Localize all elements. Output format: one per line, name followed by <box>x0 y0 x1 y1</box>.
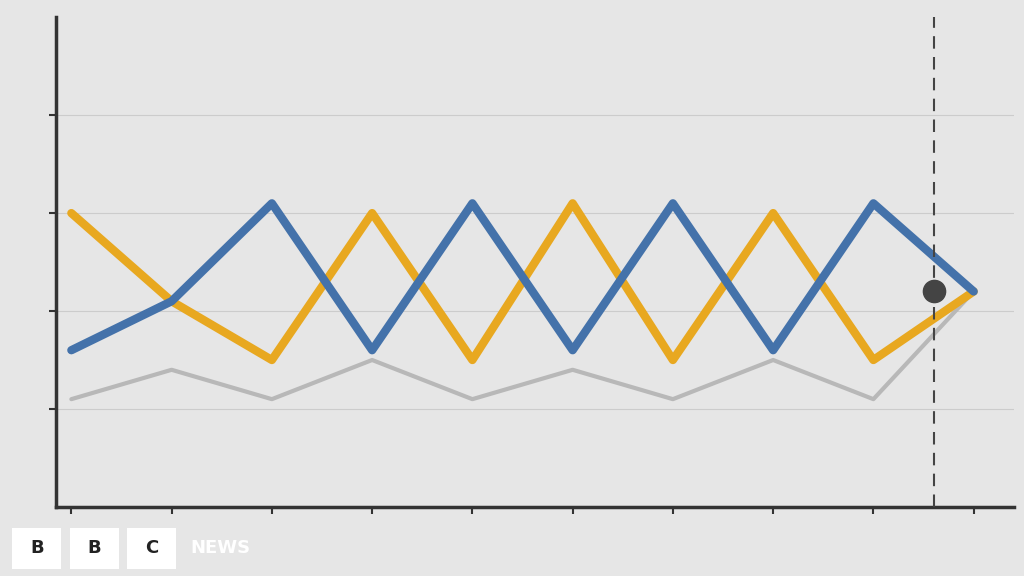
Text: C: C <box>145 539 158 558</box>
Bar <box>127 528 176 569</box>
Bar <box>12 528 61 569</box>
Text: NEWS: NEWS <box>190 539 251 558</box>
Text: B: B <box>30 539 44 558</box>
Text: B: B <box>87 539 101 558</box>
Bar <box>70 528 119 569</box>
